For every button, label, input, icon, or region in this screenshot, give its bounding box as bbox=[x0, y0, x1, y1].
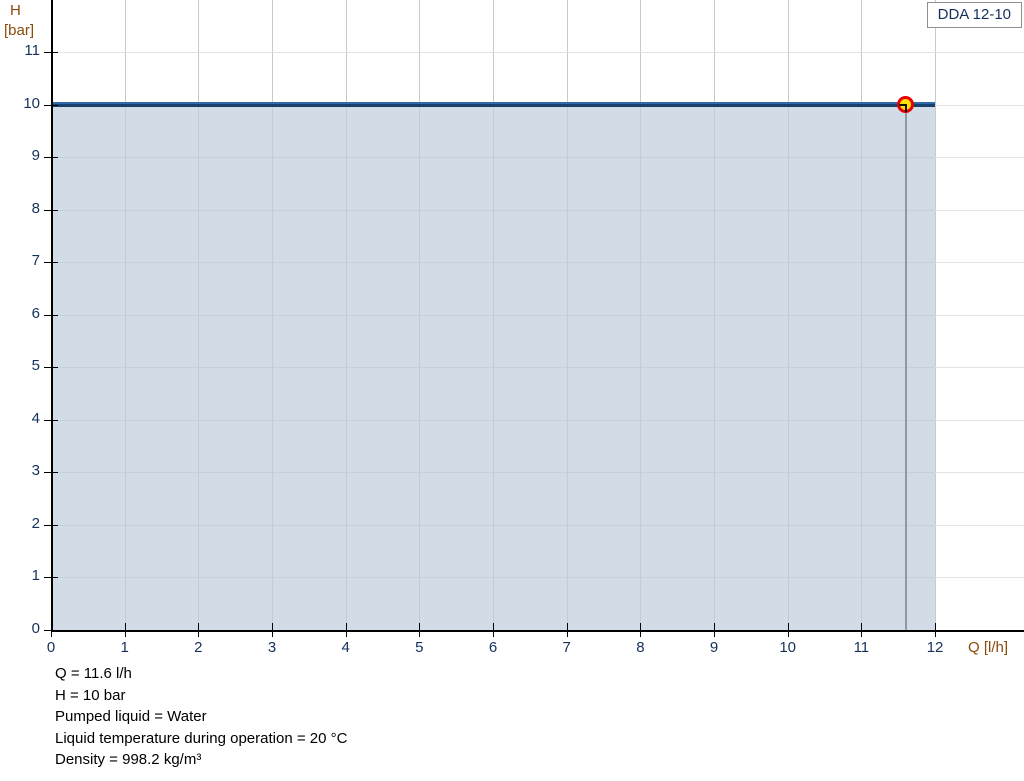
y-axis-tick-label-text: 3 bbox=[31, 462, 40, 480]
performance-curve bbox=[51, 102, 936, 107]
duty-point-dropline bbox=[904, 104, 907, 630]
y-axis-tick bbox=[44, 577, 58, 579]
gridline-horizontal-shaded bbox=[51, 524, 936, 526]
gridline-horizontal-shaded bbox=[51, 472, 936, 474]
note-line: H = 10 bar bbox=[55, 686, 126, 704]
x-axis-tick-label-text: 6 bbox=[488, 639, 498, 656]
gridline-horizontal-shaded bbox=[51, 209, 936, 211]
x-axis-tick bbox=[714, 623, 716, 637]
gridline-horizontal-shaded bbox=[51, 262, 936, 264]
y-axis-tick-label-text: 11 bbox=[24, 41, 40, 59]
x-axis-tick-label-text: 7 bbox=[562, 639, 571, 656]
y-axis-tick bbox=[44, 419, 58, 421]
x-axis-tick-label-text: 8 bbox=[636, 639, 645, 656]
y-axis-line bbox=[51, 0, 53, 632]
x-axis-tick-label-text: 12 bbox=[926, 639, 944, 656]
x-axis-tick-label-text: 3 bbox=[267, 639, 277, 656]
x-axis-tick-label-text: 9 bbox=[709, 639, 719, 656]
y-axis-tick bbox=[44, 472, 58, 474]
note-line: Q = 11.6 l/h bbox=[55, 665, 132, 682]
x-axis-tick bbox=[787, 623, 789, 637]
performance-curve-highlight bbox=[51, 101, 936, 104]
y-axis-title-symbol: H bbox=[10, 2, 21, 19]
y-axis-tick-label-text: 10 bbox=[23, 94, 40, 112]
x-axis-tick-label-text: 5 bbox=[415, 639, 424, 656]
x-axis-tick-label-text: 0 bbox=[46, 639, 56, 656]
y-axis-tick bbox=[44, 51, 58, 53]
x-axis-tick bbox=[345, 623, 347, 637]
y-axis-tick-label-text: 7 bbox=[31, 252, 40, 270]
y-axis-tick-label-text: 0 bbox=[31, 620, 40, 637]
x-axis-tick-label-text: 4 bbox=[341, 639, 350, 656]
y-axis-tick bbox=[44, 262, 58, 264]
note-line: Density = 998.2 kg/m³ bbox=[55, 751, 202, 768]
x-axis-line bbox=[51, 630, 1024, 632]
x-axis-tick bbox=[935, 623, 937, 637]
y-axis-tick-label-text: 2 bbox=[31, 514, 40, 532]
x-axis-tick bbox=[198, 623, 200, 637]
x-axis-tick bbox=[51, 623, 52, 637]
operating-range-shading bbox=[51, 104, 936, 630]
y-axis-tick-label-text: 4 bbox=[31, 409, 40, 427]
note-line: Liquid temperature during operation = 20… bbox=[55, 729, 348, 747]
y-axis-tick bbox=[44, 157, 58, 159]
x-axis-tick bbox=[419, 623, 421, 637]
y-axis-title-unit: [bar] bbox=[4, 22, 35, 39]
x-axis-tick bbox=[640, 623, 642, 637]
y-axis-tick-label-text: 9 bbox=[31, 147, 40, 165]
gridline-horizontal-shaded bbox=[51, 367, 936, 369]
x-axis-tick bbox=[124, 623, 126, 637]
gridline-horizontal bbox=[51, 51, 1024, 53]
y-axis-tick-label-text: 5 bbox=[31, 357, 40, 375]
x-axis-tick bbox=[566, 623, 568, 637]
x-axis-tick bbox=[861, 623, 863, 637]
y-axis-tick bbox=[44, 104, 58, 106]
y-axis-tick-label-text: 8 bbox=[31, 199, 40, 217]
y-axis-tick-label-text: 6 bbox=[31, 304, 40, 322]
y-axis-tick bbox=[44, 209, 58, 211]
duty-point-crosshair-horizontal bbox=[899, 104, 907, 106]
note-line: Pumped liquid = Water bbox=[55, 708, 207, 725]
x-axis-title: Q [l/h] bbox=[968, 639, 1009, 656]
plot-area: DDA 12-10 bbox=[51, 0, 1024, 630]
operating-conditions-notes: Q = 11.6 l/h H = 10 bar Pumped liquid = Wa… bbox=[55, 663, 347, 771]
legend-label: DDA 12-10 bbox=[937, 6, 1011, 23]
gridline-horizontal-shaded bbox=[51, 314, 936, 316]
y-axis-tick bbox=[44, 367, 58, 369]
x-axis-tick-label-text: 10 bbox=[779, 639, 797, 656]
x-axis-tick bbox=[272, 623, 273, 637]
x-axis-tick bbox=[493, 623, 495, 637]
x-axis-tick-label-text: 1 bbox=[120, 639, 129, 656]
gridline-horizontal-shaded bbox=[51, 419, 936, 421]
legend-pump-model: DDA 12-10 bbox=[926, 2, 1022, 28]
y-axis-tick bbox=[44, 314, 58, 316]
y-axis-tick bbox=[44, 524, 58, 526]
gridline-horizontal-shaded bbox=[51, 157, 936, 159]
duty-point-marker[interactable] bbox=[897, 96, 915, 113]
x-axis-tick-label-text: 2 bbox=[194, 639, 203, 656]
gridline-horizontal-shaded bbox=[51, 577, 936, 579]
duty-point-crosshair-vertical bbox=[905, 104, 908, 112]
y-axis-tick-label-text: 1 bbox=[31, 567, 40, 585]
x-axis-tick-label-text: 11 bbox=[853, 639, 870, 656]
